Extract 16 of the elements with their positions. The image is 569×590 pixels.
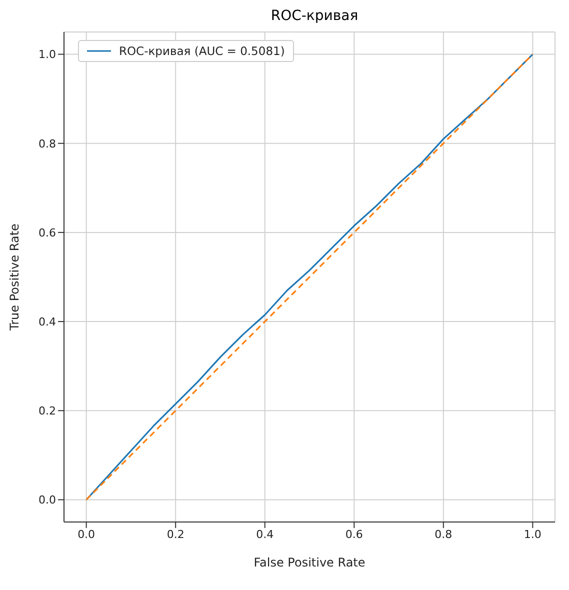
y-axis-title: True Positive Rate (7, 224, 22, 332)
x-tick-label: 0.2 (166, 528, 184, 541)
x-tick-label: 0.0 (78, 528, 96, 541)
y-tick-label: 0.8 (38, 137, 56, 150)
x-tick-label: 1.0 (524, 528, 542, 541)
legend-label: ROC-кривая (AUC = 0.5081) (119, 44, 285, 58)
y-tick-label: 0.0 (38, 494, 56, 507)
x-tick-label: 0.4 (256, 528, 274, 541)
y-tick-label: 1.0 (38, 48, 56, 62)
chart-title: ROC-кривая (270, 8, 360, 26)
x-tick-label: 0.8 (434, 528, 452, 541)
y-tick-label: 0.2 (38, 404, 56, 418)
y-tick-label: 0.4 (38, 315, 56, 328)
x-tick-label: 0.6 (345, 528, 363, 541)
y-tick-label: 0.6 (38, 226, 56, 240)
x-axis-title: False Positive Rate (254, 556, 366, 570)
